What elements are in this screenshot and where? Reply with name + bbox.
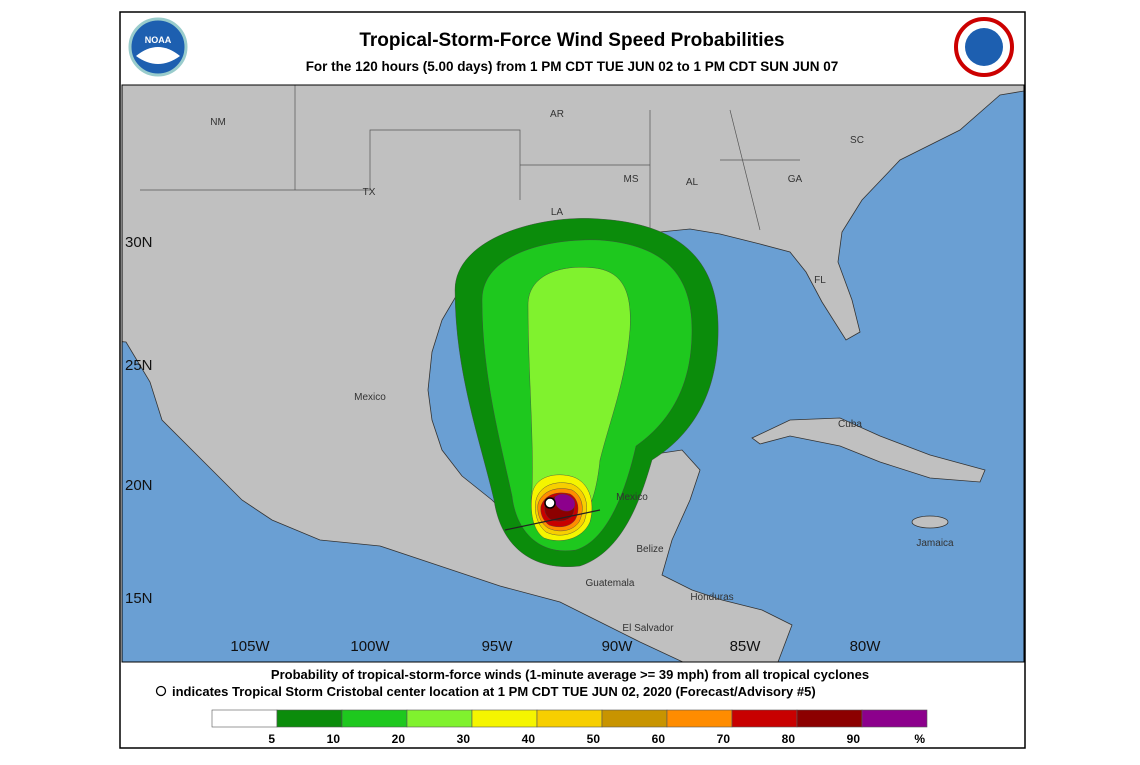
forecast-track — [504, 509, 601, 531]
place-label: FL — [814, 275, 826, 286]
legend-label: 70 — [717, 732, 731, 746]
legend-swatch — [666, 709, 733, 728]
probability-band — [554, 493, 576, 512]
longitude-label: 105W — [230, 638, 270, 655]
place-label: AR — [550, 109, 564, 120]
noaa-logo-text: NOAA — [145, 35, 172, 45]
legend-swatch — [471, 709, 538, 728]
legend-swatch — [536, 709, 603, 728]
legend-swatch — [406, 709, 473, 728]
place-label: Honduras — [690, 592, 733, 603]
place-label: LA — [551, 207, 564, 218]
legend-label: 20 — [392, 732, 406, 746]
place-label: Mexico — [354, 392, 386, 403]
map: 30N 25N 20N 15N 105W 100W 95W 90W 85W 80W NM AR SC TX… — [122, 85, 1024, 662]
state-borders — [140, 85, 800, 240]
legend: 5 10 20 30 40 50 60 70 80 90% — [211, 709, 928, 746]
longitude-label: 85W — [730, 638, 762, 655]
legend-label: 40 — [522, 732, 536, 746]
land — [122, 85, 1024, 662]
place-label: GA — [788, 174, 803, 185]
map-border — [121, 84, 1025, 663]
place-label: Mexico — [616, 492, 648, 503]
place-label: MS — [624, 174, 639, 185]
longitude-label: 100W — [350, 638, 390, 655]
legend-swatch — [796, 709, 863, 728]
latitude-label: 15N — [125, 590, 153, 607]
longitude-label: 80W — [850, 638, 882, 655]
legend-label: 60 — [652, 732, 666, 746]
footer-line2: indicates Tropical Storm Cristobal cente… — [172, 684, 816, 699]
longitude-label: 95W — [482, 638, 514, 655]
place-label: Jamaica — [916, 538, 954, 549]
probability-contours — [454, 218, 719, 567]
jamaica — [911, 515, 949, 529]
legend-swatch — [601, 709, 668, 728]
legend-label: 10 — [327, 732, 341, 746]
noaa-logo-bird — [136, 47, 180, 64]
latitude-label: 20N — [125, 477, 153, 494]
place-label: AL — [686, 177, 699, 188]
footer: Probability of tropical-storm-force wind… — [155, 667, 928, 746]
probability-band — [527, 267, 631, 535]
legend-swatch — [861, 709, 928, 728]
legend-label: 5 — [268, 732, 275, 746]
legend-swatch — [341, 709, 408, 728]
legend-swatch — [211, 709, 278, 728]
place-label: Guatemala — [586, 578, 635, 589]
title: Tropical-Storm-Force Wind Speed Probabil… — [359, 30, 784, 51]
footer-line1: Probability of tropical-storm-force wind… — [271, 667, 869, 682]
legend-swatch — [731, 709, 798, 728]
header: NOAA Tropical-Storm-Force Wind Speed Pro… — [128, 17, 1014, 77]
latitude-label: 30N — [125, 234, 153, 251]
map-labels: 30N 25N 20N 15N 105W 100W 95W 90W 85W 80W NM AR SC TX… — [125, 109, 954, 655]
place-label: TX — [363, 187, 376, 198]
cuba — [751, 417, 986, 483]
storm-center — [544, 497, 556, 509]
legend-swatch — [276, 709, 343, 728]
longitude-label: 90W — [602, 638, 634, 655]
nws-logo-inner — [965, 28, 1003, 66]
legend-label: 80 — [782, 732, 796, 746]
place-label: Belize — [636, 544, 664, 555]
place-label: NM — [210, 117, 226, 128]
place-label: El Salvador — [622, 623, 674, 634]
legend-label: 90 — [847, 732, 861, 746]
subtitle: For the 120 hours (5.00 days) from 1 PM … — [306, 59, 839, 74]
center-symbol — [155, 685, 167, 697]
legend-label: 30 — [457, 732, 471, 746]
legend-label: % — [914, 732, 925, 746]
place-label: SC — [850, 135, 864, 146]
place-label: Cuba — [838, 419, 862, 430]
legend-label: 50 — [587, 732, 601, 746]
latitude-label: 25N — [125, 357, 153, 374]
